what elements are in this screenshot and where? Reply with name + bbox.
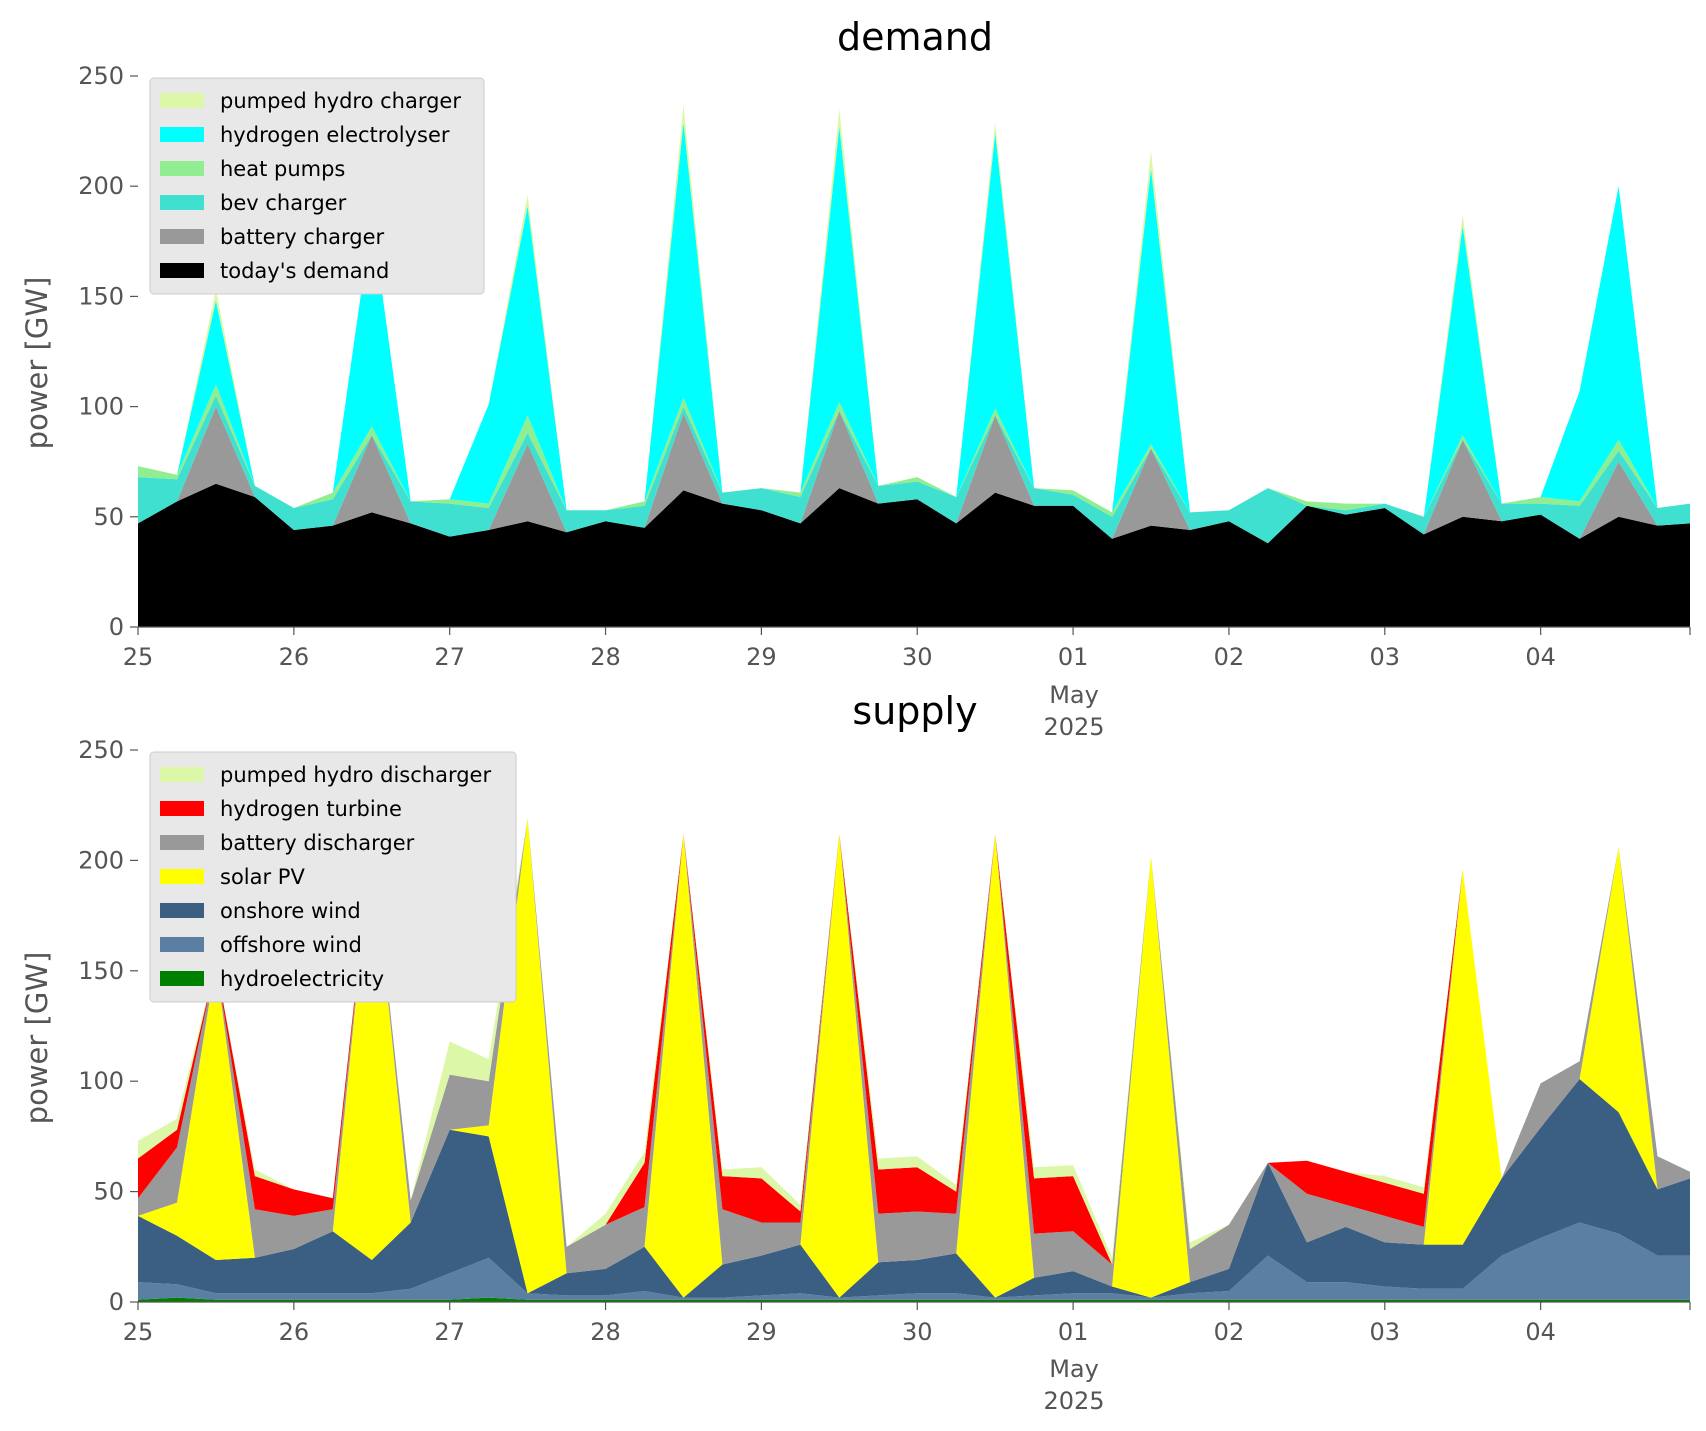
demand-date-note: May 2025 [1043, 681, 1104, 741]
demand-area-hydrogen-electrolyser [138, 122, 1690, 517]
supply-legend-label: offshore wind [220, 933, 362, 957]
demand-y-tick-label: 250 [78, 62, 124, 90]
demand-legend: pumped hydro charger hydrogen electrolyse… [149, 77, 485, 295]
demand-area-heat-pumps [138, 384, 1690, 517]
demand-year-label: 2025 [1043, 713, 1104, 741]
supply-legend-swatch [160, 971, 204, 986]
supply-date-note: May 2025 [1043, 1355, 1104, 1415]
demand-axes: 0 50 100 150 200 250 25 26 27 28 29 30 01 02 03 04 [78, 62, 1691, 671]
supply-legend-label: hydroelectricity [220, 967, 384, 991]
demand-legend-swatch [160, 195, 204, 210]
supply-legend-swatch [160, 937, 204, 952]
demand-x-tick-label: 30 [902, 643, 933, 671]
supply-x-tick-label: 01 [1058, 1318, 1089, 1346]
supply-legend-label: battery discharger [220, 831, 415, 855]
supply-legend-swatch [160, 835, 204, 850]
demand-legend-label: today's demand [220, 259, 389, 283]
demand-legend-swatch [160, 161, 204, 176]
supply-legend-swatch [160, 869, 204, 884]
supply-area-onshore-wind [138, 1079, 1690, 1298]
demand-x-tick-label: 02 [1214, 643, 1245, 671]
supply-legend-swatch [160, 767, 204, 782]
supply-legend-label: pumped hydro discharger [220, 763, 491, 787]
demand-area-battery-charger [138, 406, 1690, 544]
demand-x-tick-label: 03 [1370, 643, 1401, 671]
supply-legend-swatch [160, 801, 204, 816]
supply-legend-label: onshore wind [220, 899, 361, 923]
supply-chart: supply power [GW] 0 50 100 150 200 250 25 26 27 2… [20, 689, 1691, 1415]
demand-y-tick-label: 0 [109, 613, 124, 641]
supply-area-solar-pv [138, 818, 1690, 1298]
supply-y-tick-label: 100 [78, 1067, 124, 1095]
demand-legend-label: heat pumps [220, 157, 345, 181]
demand-legend-swatch [160, 229, 204, 244]
supply-x-tick-label: 04 [1525, 1318, 1556, 1346]
demand-area-today-s-demand [138, 483, 1690, 627]
supply-area-layer [138, 818, 1690, 1302]
demand-x-tick-label: 27 [434, 643, 465, 671]
supply-area-offshore-wind [138, 1222, 1690, 1300]
supply-legend: pumped hydro discharger hydrogen turbine b… [149, 751, 517, 1003]
supply-axes: 0 50 100 150 200 250 25 26 27 28 29 30 01 02 03 04 [78, 736, 1691, 1346]
demand-y-tick-label: 50 [93, 503, 124, 531]
supply-y-tick-label: 0 [109, 1288, 124, 1316]
supply-x-tick-label: 27 [434, 1318, 465, 1346]
demand-x-tick-label: 26 [279, 643, 310, 671]
supply-area-hydrogen-turbine [138, 818, 1690, 1265]
demand-x-tick-label: 25 [123, 643, 154, 671]
supply-legend-label: solar PV [220, 865, 305, 889]
supply-title: supply [852, 689, 977, 733]
demand-legend-label: battery charger [220, 225, 385, 249]
demand-legend-label: pumped hydro charger [220, 89, 461, 113]
supply-x-tick-label: 26 [279, 1318, 310, 1346]
supply-year-label: 2025 [1043, 1387, 1104, 1415]
supply-area-battery-discharger [138, 818, 1690, 1287]
demand-legend-box [149, 77, 485, 295]
supply-x-tick-label: 28 [590, 1318, 621, 1346]
supply-y-tick-label: 50 [93, 1178, 124, 1206]
demand-legend-label: hydrogen electrolyser [220, 123, 450, 147]
demand-area-bev-charger [138, 395, 1690, 544]
demand-y-axis-label: power [GW] [20, 277, 54, 450]
supply-y-axis-label: power [GW] [20, 952, 54, 1125]
demand-y-tick-label: 150 [78, 282, 124, 310]
supply-y-tick-label: 250 [78, 736, 124, 764]
demand-x-tick-label: 04 [1525, 643, 1556, 671]
demand-area-pumped-hydro-charger [138, 104, 1690, 517]
supply-y-tick-label: 150 [78, 957, 124, 985]
demand-y-tick-label: 200 [78, 172, 124, 200]
demand-x-tick-label: 29 [746, 643, 777, 671]
demand-month-label: May [1049, 681, 1099, 709]
supply-y-tick-label: 200 [78, 846, 124, 874]
demand-legend-swatch [160, 263, 204, 278]
supply-x-tick-label: 25 [123, 1318, 154, 1346]
demand-legend-swatch [160, 93, 204, 108]
demand-chart: demand power [GW] 0 50 100 150 200 250 25 26 27 2… [20, 15, 1691, 741]
supply-x-tick-label: 02 [1214, 1318, 1245, 1346]
supply-legend-swatch [160, 903, 204, 918]
supply-x-tick-label: 03 [1370, 1318, 1401, 1346]
supply-x-tick-label: 30 [902, 1318, 933, 1346]
demand-y-tick-label: 100 [78, 393, 124, 421]
demand-legend-label: bev charger [220, 191, 347, 215]
demand-x-tick-label: 28 [590, 643, 621, 671]
supply-month-label: May [1049, 1355, 1099, 1383]
supply-x-tick-label: 29 [746, 1318, 777, 1346]
demand-title: demand [837, 15, 993, 59]
supply-legend-box [149, 751, 517, 1003]
demand-legend-swatch [160, 127, 204, 142]
demand-x-tick-label: 01 [1058, 643, 1089, 671]
supply-legend-label: hydrogen turbine [220, 797, 402, 821]
demand-area-layer [138, 104, 1690, 627]
